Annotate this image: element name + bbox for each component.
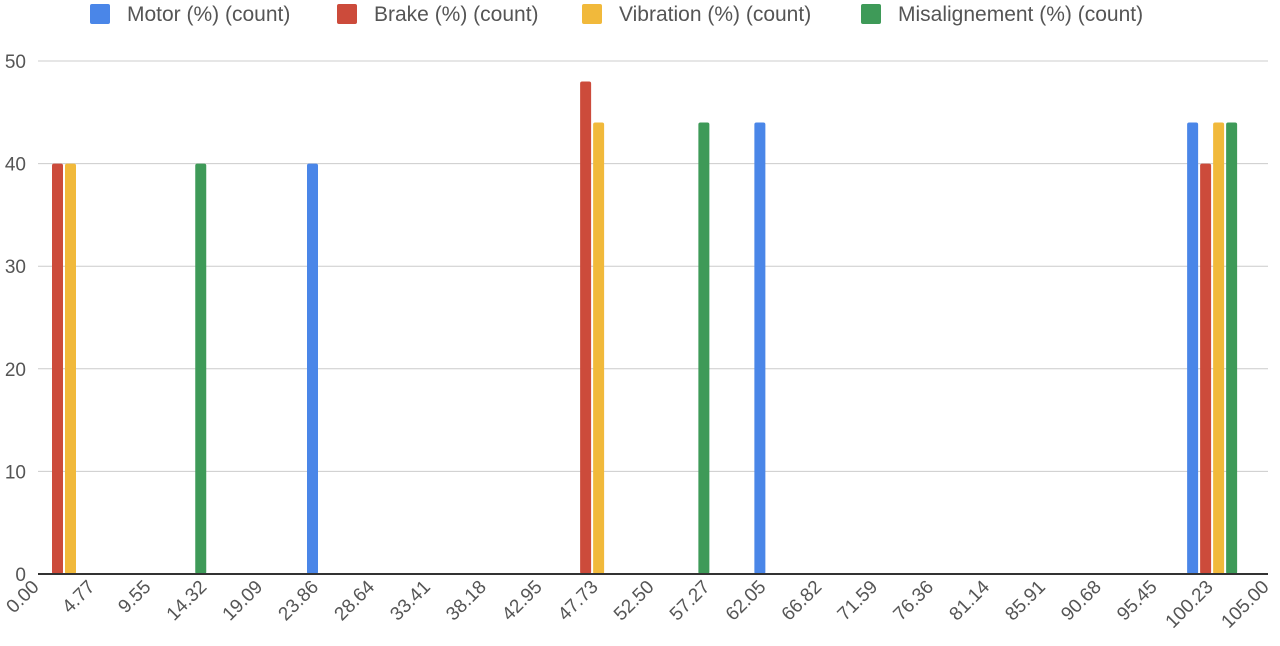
legend-swatch	[90, 4, 110, 24]
legend-label: Motor (%) (count)	[127, 3, 290, 26]
x-tick-label: 38.18	[442, 577, 490, 625]
y-tick-label: 40	[5, 155, 26, 176]
legend-label: Misalignement (%) (count)	[898, 3, 1143, 26]
x-tick-label: 4.77	[58, 577, 99, 618]
legend: Motor (%) (count) Brake (%) (count) Vibrat…	[90, 3, 1143, 26]
bar	[307, 163, 319, 574]
bar	[195, 163, 207, 574]
bar	[698, 122, 710, 574]
legend-swatch	[337, 4, 357, 24]
x-tick-label: 33.41	[386, 577, 434, 625]
x-tick-label: 19.09	[219, 577, 267, 625]
x-tick-label: 95.45	[1113, 577, 1161, 625]
x-tick-label: 9.55	[114, 577, 155, 618]
x-tick-label: 52.50	[610, 577, 658, 625]
bar	[65, 163, 76, 574]
x-tick-label: 47.73	[554, 577, 602, 625]
legend-label: Vibration (%) (count)	[619, 3, 811, 26]
bar	[1226, 122, 1238, 574]
y-tick-label: 20	[5, 360, 26, 381]
legend-swatch	[861, 4, 881, 24]
bar	[1187, 122, 1199, 574]
x-tick-label: 71.59	[834, 577, 882, 625]
bar	[1213, 122, 1225, 574]
x-tick-label: 0.00	[3, 577, 44, 618]
bar	[580, 81, 592, 575]
x-tick-label: 81.14	[946, 576, 995, 625]
x-tick-label: 28.64	[331, 576, 380, 625]
x-tick-label: 85.91	[1001, 577, 1049, 625]
x-tick-label: 42.95	[498, 577, 546, 625]
x-tick-label: 90.68	[1057, 577, 1105, 625]
y-tick-label: 0	[15, 565, 26, 586]
y-axis-ticks: 0 10 20 30 40 50	[5, 52, 26, 586]
x-tick-label: 105.00	[1218, 577, 1274, 633]
bars	[52, 81, 1238, 575]
y-tick-label: 10	[5, 462, 26, 483]
x-tick-label: 66.82	[778, 577, 826, 625]
bar	[52, 163, 63, 574]
x-tick-label: 62.05	[722, 577, 770, 625]
legend-label: Brake (%) (count)	[374, 3, 539, 26]
y-tick-label: 50	[5, 52, 26, 73]
bar	[593, 122, 605, 574]
bar	[1200, 163, 1212, 574]
x-tick-label: 100.23	[1162, 577, 1218, 633]
x-tick-label: 14.32	[163, 577, 211, 625]
legend-swatch	[582, 4, 602, 24]
x-tick-label: 23.86	[275, 577, 323, 625]
x-tick-label: 57.27	[666, 577, 714, 625]
y-tick-label: 30	[5, 257, 26, 278]
x-axis-ticks: 0.00 4.77 9.55 14.32 19.09 23.86 28.64 33.41 38.…	[3, 576, 1274, 632]
bar	[754, 122, 766, 574]
x-tick-label: 76.36	[890, 577, 938, 625]
gridlines	[38, 60, 1268, 472]
